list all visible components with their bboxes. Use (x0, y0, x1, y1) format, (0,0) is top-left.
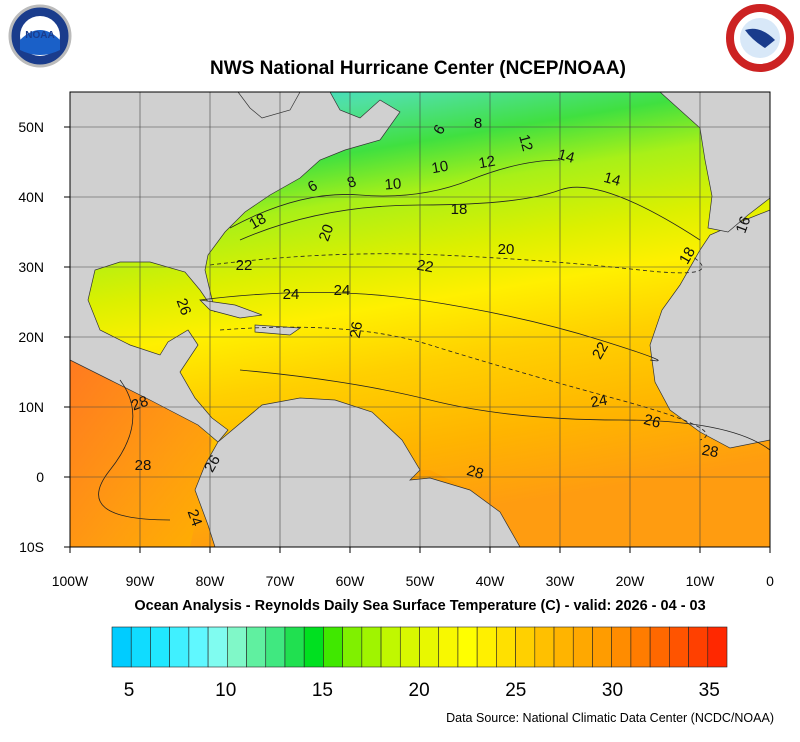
colorbar-swatch (707, 626, 728, 668)
contour-label: 14 (602, 169, 623, 190)
colorbar-swatch (572, 626, 593, 668)
colorbar-swatch (496, 626, 516, 668)
y-tick-label: 20N (18, 329, 44, 345)
colorbar-swatch (592, 626, 612, 668)
contour-label: 26 (642, 411, 663, 432)
contour-label: 14 (556, 146, 577, 167)
colorbar-swatch (342, 626, 363, 668)
y-tick-label: 10N (18, 399, 44, 415)
colorbar-swatch (188, 626, 209, 668)
contour-label: 22 (236, 257, 253, 274)
colorbar-swatch (534, 626, 555, 668)
contour-label: 12 (477, 153, 496, 173)
colorbar-swatch (649, 626, 670, 668)
x-tick-label: 100W (52, 573, 89, 589)
contour-label: 20 (498, 241, 515, 258)
colorbar-label: 35 (699, 680, 720, 701)
logo-text: NOAA (25, 30, 54, 41)
land (69, 91, 771, 548)
colorbar-label: 10 (215, 680, 236, 701)
contour-label: 16 (733, 214, 755, 235)
colorbar-swatch (688, 626, 709, 668)
colorbar-label: 20 (409, 680, 430, 701)
title: NWS National Hurricane Center (NCEP/NOAA… (210, 58, 626, 79)
colorbar-swatch (611, 626, 632, 668)
contour-label: 24 (334, 282, 351, 299)
contour-label: 28 (135, 457, 152, 474)
contour-label: 24 (283, 286, 300, 303)
caption: Ocean Analysis - Reynolds Daily Sea Surf… (134, 598, 705, 614)
contour-label: 26 (347, 320, 367, 339)
contour-label: 22 (589, 339, 612, 362)
noaa-logo: NOAA (8, 4, 72, 68)
y-tick-label: 40N (18, 189, 44, 205)
y-tick-label: 50N (18, 119, 44, 135)
contour-label: 10 (384, 175, 402, 193)
colorbar-swatch (515, 626, 536, 668)
colorbar-swatch (630, 626, 651, 668)
colorbar-swatch (476, 626, 497, 668)
colorbar-swatch (246, 626, 267, 668)
contours (98, 159, 771, 521)
contour-label: 8 (474, 115, 482, 132)
graticule (64, 92, 771, 553)
colorbar-swatch (553, 626, 574, 668)
colorbar: 5 10 15 20 25 30 35 (111, 626, 728, 701)
y-tick-label: 30N (18, 259, 44, 275)
contour-label: 20 (316, 222, 338, 243)
x-tick-label: 30W (546, 573, 576, 589)
colorbar-label: 5 (124, 680, 135, 701)
x-tick-label: 40W (476, 573, 506, 589)
x-tick-label: 70W (266, 573, 296, 589)
contour-label: 26 (173, 296, 195, 317)
colorbar-swatch (169, 626, 190, 668)
y-tick-label: 0 (36, 469, 44, 485)
colorbar-swatch (150, 626, 170, 668)
x-tick-label: 50W (406, 573, 436, 589)
x-tick-label: 20W (616, 573, 646, 589)
colorbar-label: 30 (602, 680, 623, 701)
colorbar-label: 25 (505, 680, 526, 701)
colorbar-swatch (438, 626, 459, 668)
colorbar-swatch (207, 626, 228, 668)
contour-label: 22 (415, 257, 434, 277)
x-tick-label: 60W (336, 573, 366, 589)
colorbar-swatch (361, 626, 382, 668)
colorbar-swatch (419, 626, 440, 668)
x-tick-label: 90W (126, 573, 156, 589)
y-tick-label: 10S (19, 539, 44, 555)
contour-label: 12 (515, 133, 536, 154)
source: Data Source: National Climatic Data Cent… (446, 711, 774, 725)
colorbar-swatch (457, 626, 478, 668)
nws-logo (726, 4, 794, 72)
colorbar-swatch (303, 626, 324, 668)
contour-label: 28 (700, 442, 719, 462)
colorbar-swatch (227, 626, 247, 668)
contour-label: 26 (201, 452, 224, 475)
x-tick-label: 10W (686, 573, 716, 589)
contour-label: 10 (430, 158, 449, 178)
contour-label: 28 (465, 462, 486, 483)
colorbar-swatch (323, 626, 343, 668)
colorbar-swatch (669, 626, 689, 668)
contour-label: 18 (451, 201, 468, 218)
colorbar-swatch (265, 626, 286, 668)
colorbar-swatch (380, 626, 401, 668)
x-tick-label: 80W (196, 573, 226, 589)
colorbar-swatch (111, 626, 132, 668)
contour-label: 18 (676, 244, 699, 267)
colorbar-swatch (399, 626, 420, 668)
colorbar-swatch (284, 626, 305, 668)
contour-label: 24 (589, 392, 608, 412)
map-frame (69, 91, 771, 548)
colorbar-label: 15 (312, 680, 333, 701)
contour-label: 24 (184, 507, 206, 528)
contour-label: 18 (246, 210, 269, 233)
colorbar-swatch (130, 626, 151, 668)
x-tick-label: 0 (766, 573, 774, 589)
